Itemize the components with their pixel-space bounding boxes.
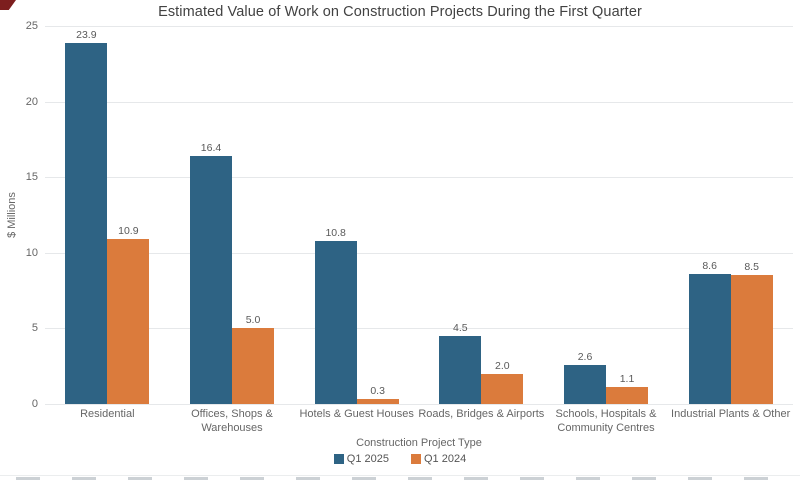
x-axis-title: Construction Project Type — [356, 437, 482, 449]
gridline — [45, 252, 793, 254]
legend: Q1 2025 Q1 2024 — [0, 453, 800, 465]
legend-label: Q1 2025 — [346, 453, 389, 465]
bar-value-label: 8.5 — [744, 261, 759, 274]
y-tick-label: 20 — [25, 95, 38, 108]
bar-value-label: 16.4 — [200, 142, 222, 155]
legend-label: Q1 2024 — [424, 453, 467, 465]
gridline — [45, 177, 793, 179]
cropped-bottom-row — [0, 477, 800, 480]
bar-value-label: 0.3 — [370, 385, 385, 398]
plot-area: 23.9 10.9 16.4 5.0 10.8 0.3 4.5 2.0 2.6 1.1 8.6 8.5 — [45, 26, 793, 405]
bar-value-label: 10.8 — [325, 226, 346, 239]
bar-q1-2024: 5.0 — [232, 314, 274, 404]
x-category-label: Industrial Plants & Other — [671, 408, 791, 420]
y-tick-label: 15 — [25, 171, 38, 184]
legend-swatch — [333, 454, 344, 464]
gridline — [45, 101, 793, 103]
x-category-label: Schools, Hospitals & Community Centres — [555, 408, 657, 435]
legend-item: Q1 2024 — [411, 453, 466, 465]
x-category-label: Residential — [80, 408, 135, 420]
bar-q1-2025: 4.5 — [439, 322, 482, 404]
chart-title: Estimated Value of Work on Construction … — [158, 4, 642, 20]
legend-swatch — [411, 454, 421, 464]
bar-value-label: 10.9 — [118, 225, 139, 238]
legend-item: Q1 2025 — [333, 453, 389, 465]
bar-q1-2025: 2.6 — [564, 351, 606, 404]
x-category-label: Roads, Bridges & Airports — [418, 408, 545, 420]
bar-value-label: 8.6 — [702, 259, 717, 272]
bar-value-label: 4.5 — [453, 321, 468, 334]
y-tick-label: 0 — [31, 398, 38, 410]
red-corner-mark — [0, 0, 16, 10]
y-axis: 0 5 10 15 20 25 — [0, 20, 38, 410]
bar-value-label: 5.0 — [245, 314, 261, 327]
bottom-divider — [0, 475, 800, 476]
bar-q1-2024: 8.5 — [730, 261, 773, 404]
bar-q1-2025: 10.8 — [314, 227, 357, 404]
gridline — [45, 328, 793, 330]
bar-q1-2025: 8.6 — [688, 260, 731, 404]
x-category-label: Offices, Shops & Warehouses — [191, 408, 273, 435]
bar-value-label: 1.1 — [619, 373, 635, 386]
x-category-label: Hotels & Guest Houses — [299, 408, 414, 420]
gridline — [45, 404, 793, 405]
y-tick-label: 10 — [25, 246, 38, 259]
bar-value-label: 2.6 — [577, 350, 593, 363]
bar-value-label: 2.0 — [495, 359, 510, 372]
bar-value-label: 23.9 — [76, 28, 97, 41]
bar-q1-2024: 1.1 — [606, 373, 648, 404]
bar-q1-2024: 2.0 — [481, 360, 524, 404]
bar-q1-2024: 10.9 — [107, 225, 150, 404]
bar-q1-2025: 16.4 — [190, 142, 232, 404]
y-tick-label: 25 — [25, 20, 38, 32]
y-tick-label: 5 — [31, 322, 38, 335]
bar-q1-2024: 0.3 — [356, 385, 399, 404]
gridline — [45, 26, 793, 27]
bar-q1-2025: 23.9 — [65, 29, 108, 404]
